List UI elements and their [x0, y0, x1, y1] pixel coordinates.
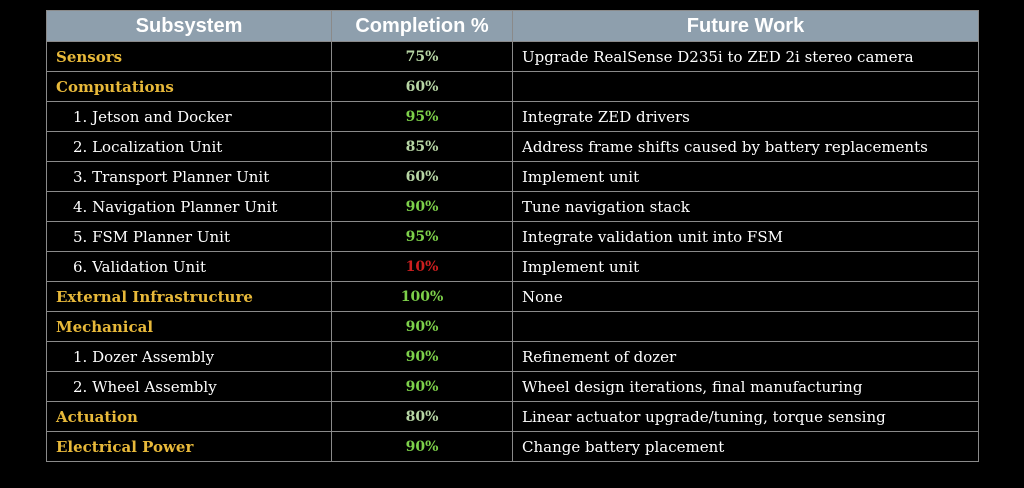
completion-percent: 90% [331, 341, 513, 372]
table-row: 2. Localization Unit 85% Address frame shi… [46, 131, 979, 162]
table-row: Actuation 80% Linear actuator upgrade/tuni… [46, 401, 979, 432]
completion-percent: 90% [331, 311, 513, 342]
component-name: 2. Wheel Assembly [46, 371, 332, 402]
completion-percent: 60% [331, 161, 513, 192]
completion-percent: 90% [331, 431, 513, 462]
table-row: 2. Wheel Assembly 90% Wheel design iterati… [46, 371, 979, 402]
completion-percent: 75% [331, 41, 513, 72]
future-work-text [512, 71, 979, 102]
table-row: 3. Transport Planner Unit 60% Implement un… [46, 161, 979, 192]
table-row: Mechanical 90% [46, 311, 979, 342]
component-name: 1. Dozer Assembly [46, 341, 332, 372]
header-row: Subsystem Completion % Future Work [46, 10, 979, 42]
component-name: 6. Validation Unit [46, 251, 332, 282]
future-work-text: Refinement of dozer [512, 341, 979, 372]
table-row: External Infrastructure 100% None [46, 281, 979, 312]
future-work-text: Upgrade RealSense D235i to ZED 2i stereo… [512, 41, 979, 72]
header-completion: Completion % [331, 10, 513, 42]
header-subsystem: Subsystem [46, 10, 332, 42]
future-work-text: Change battery placement [512, 431, 979, 462]
future-work-text [512, 311, 979, 342]
component-name: 1. Jetson and Docker [46, 101, 332, 132]
component-name: 5. FSM Planner Unit [46, 221, 332, 252]
future-work-text: None [512, 281, 979, 312]
table-row: Electrical Power 90% Change battery placem… [46, 431, 979, 462]
subsystem-status-table: Subsystem Completion % Future Work Senso… [46, 10, 979, 462]
future-work-text: Wheel design iterations, final manufactu… [512, 371, 979, 402]
future-work-text: Tune navigation stack [512, 191, 979, 222]
table-header: Subsystem Completion % Future Work [46, 10, 979, 42]
subsystem-name: Actuation [46, 401, 332, 432]
future-work-text: Integrate ZED drivers [512, 101, 979, 132]
table-body: Sensors 75% Upgrade RealSense D235i to ZED… [46, 41, 979, 462]
subsystem-name: Computations [46, 71, 332, 102]
completion-percent: 100% [331, 281, 513, 312]
component-name: 3. Transport Planner Unit [46, 161, 332, 192]
completion-percent: 95% [331, 101, 513, 132]
component-name: 2. Localization Unit [46, 131, 332, 162]
completion-percent: 95% [331, 221, 513, 252]
subsystem-name: Electrical Power [46, 431, 332, 462]
header-future-work: Future Work [512, 10, 979, 42]
table-row: 4. Navigation Planner Unit 90% Tune naviga… [46, 191, 979, 222]
future-work-text: Implement unit [512, 251, 979, 282]
future-work-text: Linear actuator upgrade/tuning, torque s… [512, 401, 979, 432]
subsystem-name: External Infrastructure [46, 281, 332, 312]
table-row: 1. Dozer Assembly 90% Refinement of dozer [46, 341, 979, 372]
future-work-text: Implement unit [512, 161, 979, 192]
subsystem-name: Sensors [46, 41, 332, 72]
completion-percent: 80% [331, 401, 513, 432]
future-work-text: Address frame shifts caused by battery r… [512, 131, 979, 162]
table-row: Computations 60% [46, 71, 979, 102]
table-row: 5. FSM Planner Unit 95% Integrate validati… [46, 221, 979, 252]
completion-percent: 90% [331, 371, 513, 402]
table-row: Sensors 75% Upgrade RealSense D235i to ZED… [46, 41, 979, 72]
table-row: 1. Jetson and Docker 95% Integrate ZED dri… [46, 101, 979, 132]
completion-percent: 60% [331, 71, 513, 102]
completion-percent: 10% [331, 251, 513, 282]
completion-percent: 90% [331, 191, 513, 222]
future-work-text: Integrate validation unit into FSM [512, 221, 979, 252]
completion-percent: 85% [331, 131, 513, 162]
component-name: 4. Navigation Planner Unit [46, 191, 332, 222]
table-row: 6. Validation Unit 10% Implement unit [46, 251, 979, 282]
subsystem-name: Mechanical [46, 311, 332, 342]
